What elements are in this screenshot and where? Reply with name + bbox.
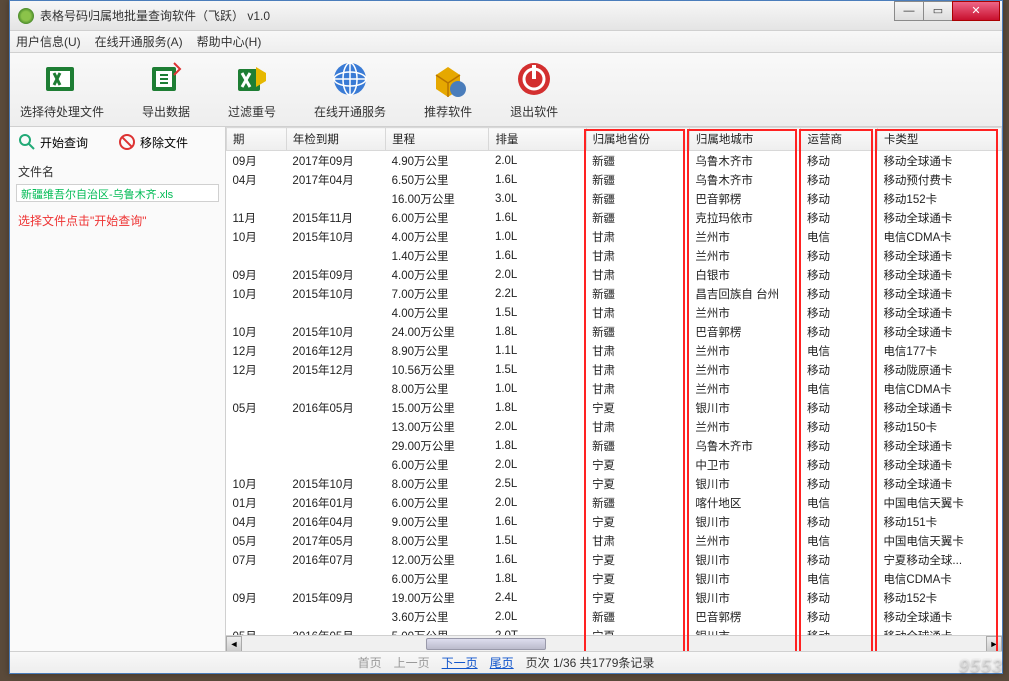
col-header[interactable]: 卡类型 — [877, 128, 1001, 151]
table-row[interactable]: 13.00万公里2.0L甘肃兰州市移动移动150卡 — [227, 417, 1002, 436]
close-button[interactable]: ✕ — [952, 1, 1000, 21]
table-row[interactable]: 07月2016年07月12.00万公里1.6L宁夏银川市移动宁夏移动全球... — [227, 550, 1002, 569]
table-row[interactable]: 09月2015年09月4.00万公里2.0L甘肃白银市移动移动全球通卡 — [227, 265, 1002, 284]
select-file-button[interactable]: 选择待处理文件 — [20, 59, 104, 120]
export-button[interactable]: 导出数据 — [142, 59, 190, 120]
table-row[interactable]: 10月2015年10月7.00万公里2.2L新疆昌吉回族自 台州移动移动全球通卡 — [227, 284, 1002, 303]
app-icon — [18, 8, 34, 24]
filter-icon — [232, 59, 272, 99]
table-row[interactable]: 05月2016年05月15.00万公里1.8L宁夏银川市移动移动全球通卡 — [227, 398, 1002, 417]
pager-first[interactable]: 首页 — [358, 654, 382, 671]
globe-icon — [330, 59, 370, 99]
table-row[interactable]: 11月2015年11月6.00万公里1.6L新疆克拉玛依市移动移动全球通卡 — [227, 208, 1002, 227]
table-row[interactable]: 10月2015年10月8.00万公里2.5L宁夏银川市移动移动全球通卡 — [227, 474, 1002, 493]
col-header[interactable]: 期 — [227, 128, 287, 151]
menubar: 用户信息(U) 在线开通服务(A) 帮助中心(H) — [10, 31, 1002, 53]
app-window: 表格号码归属地批量查询软件（飞跃） v1.0 — ▭ ✕ 用户信息(U) 在线开… — [9, 0, 1003, 674]
table-row[interactable]: 09月2017年09月4.90万公里2.0L新疆乌鲁木齐市移动移动全球通卡 — [227, 151, 1002, 171]
table-row[interactable]: 1.40万公里1.6L甘肃兰州市移动移动全球通卡 — [227, 246, 1002, 265]
table-row[interactable]: 6.00万公里1.8L宁夏银川市电信电信CDMA卡 — [227, 569, 1002, 588]
hint-text: 选择文件点击"开始查询" — [10, 204, 225, 237]
excel-export-icon — [146, 59, 186, 99]
h-scrollbar[interactable]: ◄ ► — [226, 635, 1002, 651]
table-row[interactable]: 12月2016年12月8.90万公里1.1L甘肃兰州市电信电信177卡 — [227, 341, 1002, 360]
pager-prev[interactable]: 上一页 — [394, 654, 430, 671]
table-row[interactable]: 16.00万公里3.0L新疆巴音郭楞移动移动152卡 — [227, 189, 1002, 208]
table-row[interactable]: 29.00万公里1.8L新疆乌鲁木齐市移动移动全球通卡 — [227, 436, 1002, 455]
col-header[interactable]: 归属地省份 — [586, 128, 689, 151]
table-row[interactable]: 01月2016年01月6.00万公里2.0L新疆喀什地区电信中国电信天翼卡 — [227, 493, 1002, 512]
scroll-right-arrow[interactable]: ► — [986, 636, 1002, 651]
filter-dup-button[interactable]: 过滤重号 — [228, 59, 276, 120]
table-row[interactable]: 10月2015年10月4.00万公里1.0L甘肃兰州市电信电信CDMA卡 — [227, 227, 1002, 246]
remove-file-button[interactable]: 移除文件 — [118, 133, 188, 151]
pager-info: 页次 1/36 共1779条记录 — [526, 654, 655, 671]
toolbar: 选择待处理文件 导出数据 过滤重号 在线开通服务 推荐软件 退出软件 — [10, 53, 1002, 127]
menu-help[interactable]: 帮助中心(H) — [197, 33, 262, 50]
table-row[interactable]: 04月2016年04月9.00万公里1.6L宁夏银川市移动移动151卡 — [227, 512, 1002, 531]
table-row[interactable]: 4.00万公里1.5L甘肃兰州市移动移动全球通卡 — [227, 303, 1002, 322]
online-service-button[interactable]: 在线开通服务 — [314, 59, 386, 120]
magnifier-icon — [18, 133, 36, 151]
titlebar: 表格号码归属地批量查询软件（飞跃） v1.0 — ▭ ✕ — [10, 1, 1002, 31]
box-icon — [428, 59, 468, 99]
data-table: 期年检到期里程排量归属地省份归属地城市运营商卡类型 09月2017年09月4.9… — [226, 127, 1002, 651]
col-header[interactable]: 归属地城市 — [689, 128, 801, 151]
col-header[interactable]: 运营商 — [801, 128, 877, 151]
col-header[interactable]: 里程 — [386, 128, 489, 151]
file-list-item[interactable]: 新疆维吾尔自治区-乌鲁木齐.xls — [16, 184, 219, 202]
grid-area: 期年检到期里程排量归属地省份归属地城市运营商卡类型 09月2017年09月4.9… — [226, 127, 1002, 651]
col-header[interactable]: 排量 — [489, 128, 586, 151]
minimize-button[interactable]: — — [894, 1, 924, 21]
watermark: 9553 — [959, 656, 1003, 677]
table-row[interactable]: 8.00万公里1.0L甘肃兰州市电信电信CDMA卡 — [227, 379, 1002, 398]
pager: 首页 上一页 下一页 尾页 页次 1/36 共1779条记录 — [10, 651, 1002, 673]
table-row[interactable]: 09月2015年09月19.00万公里2.4L宁夏银川市移动移动152卡 — [227, 588, 1002, 607]
recommend-button[interactable]: 推荐软件 — [424, 59, 472, 120]
forbidden-icon — [118, 133, 136, 151]
maximize-button[interactable]: ▭ — [923, 1, 953, 21]
left-panel: 开始查询 移除文件 文件名 新疆维吾尔自治区-乌鲁木齐.xls 选择文件点击"开… — [10, 127, 226, 651]
table-row[interactable]: 05月2017年05月8.00万公里1.5L甘肃兰州市电信中国电信天翼卡 — [227, 531, 1002, 550]
table-row[interactable]: 3.60万公里2.0L新疆巴音郭楞移动移动全球通卡 — [227, 607, 1002, 626]
scroll-thumb[interactable] — [426, 638, 546, 650]
exit-button[interactable]: 退出软件 — [510, 59, 558, 120]
menu-online[interactable]: 在线开通服务(A) — [95, 33, 183, 50]
table-row[interactable]: 6.00万公里2.0L宁夏中卫市移动移动全球通卡 — [227, 455, 1002, 474]
pager-last[interactable]: 尾页 — [490, 654, 514, 671]
excel-open-icon — [42, 59, 82, 99]
pager-next[interactable]: 下一页 — [442, 654, 478, 671]
col-header[interactable]: 年检到期 — [286, 128, 385, 151]
scroll-left-arrow[interactable]: ◄ — [226, 636, 242, 651]
menu-user[interactable]: 用户信息(U) — [16, 33, 81, 50]
window-title: 表格号码归属地批量查询软件（飞跃） v1.0 — [40, 7, 895, 24]
file-label: 文件名 — [10, 157, 225, 182]
table-row[interactable]: 12月2015年12月10.56万公里1.5L甘肃兰州市移动移动陇原通卡 — [227, 360, 1002, 379]
begin-query-button[interactable]: 开始查询 — [18, 133, 88, 151]
table-row[interactable]: 10月2015年10月24.00万公里1.8L新疆巴音郭楞移动移动全球通卡 — [227, 322, 1002, 341]
power-icon — [514, 59, 554, 99]
table-row[interactable]: 04月2017年04月6.50万公里1.6L新疆乌鲁木齐市移动移动预付费卡 — [227, 170, 1002, 189]
